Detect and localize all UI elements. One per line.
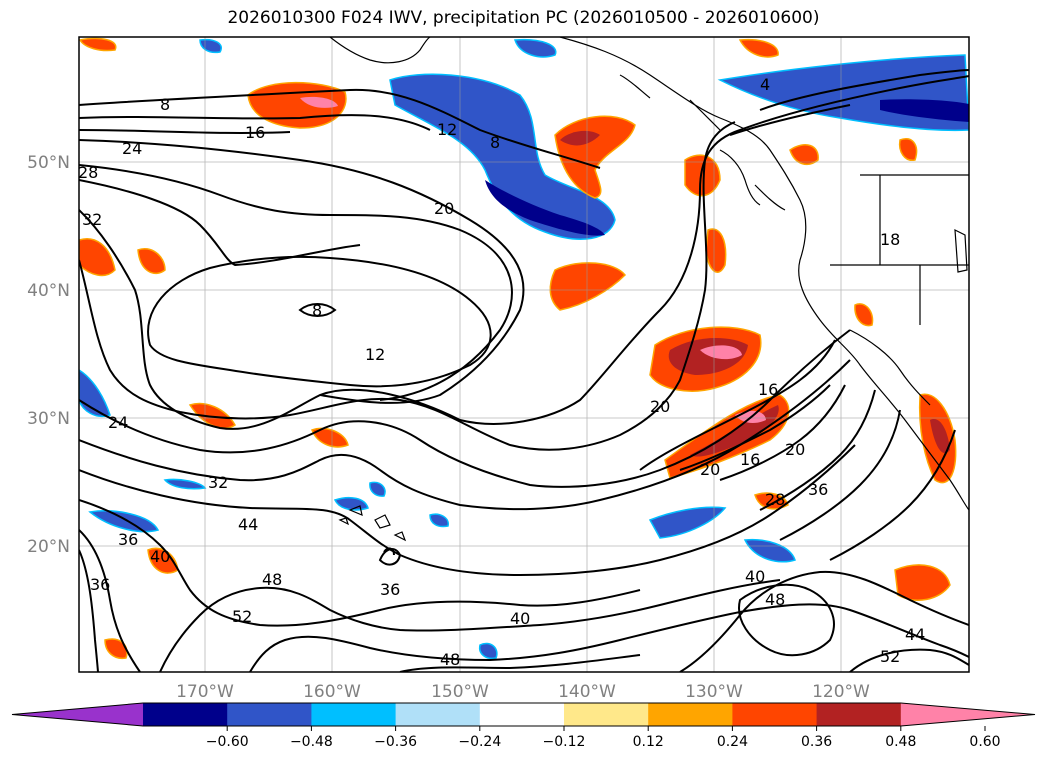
lon-label: 170°W [176, 682, 234, 702]
colorbar: −0.60 −0.48 −0.36 −0.24 −0.12 0.12 0.24 0.36 0.4… [11, 702, 1036, 750]
colorbar-segment [564, 703, 649, 726]
contour-label: 32 [82, 210, 102, 229]
colorbar-segment [227, 703, 312, 726]
contour-label: 18 [880, 230, 900, 249]
colorbar-segment [479, 703, 565, 726]
colorbar-label: −0.60 [206, 734, 249, 750]
map-gridlines [79, 37, 969, 672]
chart-title: 2026010300 F024 IWV, precipitation PC (2… [227, 8, 820, 28]
contour-label: 44 [238, 515, 258, 534]
contour-label: 24 [122, 139, 142, 158]
colorbar-label: −0.48 [290, 734, 333, 750]
longitude-labels: 170°W 160°W 150°W 140°W 130°W 120°W [176, 682, 870, 702]
contour-label: 40 [150, 547, 170, 566]
contour-label: 48 [440, 650, 460, 669]
contour-label: 44 [905, 625, 925, 644]
contour-label: 16 [740, 450, 760, 469]
colorbar-segment [816, 703, 902, 726]
colorbar-extend-max [900, 703, 1035, 726]
contour-label: 8 [490, 133, 500, 152]
contour-label: 36 [90, 575, 110, 594]
lon-label: 140°W [558, 682, 616, 702]
contour-label: 28 [78, 163, 98, 182]
colorbar-label: 0.60 [969, 734, 1000, 750]
colorbar-label: −0.12 [543, 734, 586, 750]
contour-label: 28 [765, 490, 785, 509]
colorbar-segment [732, 703, 818, 726]
contour-label: 4 [760, 75, 770, 94]
lat-label: 20°N [27, 537, 70, 557]
lon-label: 130°W [685, 682, 743, 702]
contour-label: 12 [365, 345, 385, 364]
contour-label: 16 [245, 123, 265, 142]
colorbar-extend-min [12, 703, 143, 726]
colorbar-segment [648, 703, 733, 726]
colorbar-outline [11, 702, 1036, 727]
contour-label: 32 [208, 473, 228, 492]
coastlines [329, 37, 969, 542]
contour-label: 48 [765, 590, 785, 609]
contour-label: 48 [262, 570, 282, 589]
colorbar-label: 0.12 [633, 734, 664, 750]
colorbar-label: 0.48 [885, 734, 916, 750]
contour-label: 8 [312, 301, 322, 320]
contour-label: 52 [232, 607, 252, 626]
colorbar-segment [395, 703, 481, 726]
contour-label: 40 [745, 567, 765, 586]
contour-label: 52 [880, 647, 900, 666]
colorbar-label: 0.24 [717, 734, 748, 750]
lat-label: 40°N [27, 281, 70, 301]
contour-label: 36 [118, 530, 138, 549]
lat-label: 30°N [27, 409, 70, 429]
contour-labels: 8 16 24 28 32 12 8 20 4 8 12 24 20 20 16… [78, 75, 925, 669]
colorbar-segment [311, 703, 397, 726]
contour-label: 16 [758, 380, 778, 399]
contour-label: 20 [650, 397, 670, 416]
colorbar-segment [143, 703, 228, 726]
contour-label: 20 [434, 199, 454, 218]
iwv-contours [79, 69, 969, 672]
contour-label: 40 [510, 609, 530, 628]
contour-label: 24 [108, 413, 128, 432]
contour-label: 12 [437, 120, 457, 139]
colorbar-label: 0.36 [801, 734, 832, 750]
lon-label: 120°W [812, 682, 870, 702]
colorbar-label: −0.36 [374, 734, 417, 750]
contour-label: 20 [700, 460, 720, 479]
contour-label: 36 [808, 480, 828, 499]
contour-label: 8 [160, 95, 170, 114]
map-frame [78, 36, 970, 673]
contour-label: 20 [785, 440, 805, 459]
lon-label: 160°W [303, 682, 361, 702]
map-area: 8 16 24 28 32 12 8 20 4 8 12 24 20 20 16… [78, 37, 969, 672]
contour-label: 36 [380, 580, 400, 599]
colorbar-label: −0.24 [458, 734, 501, 750]
lon-label: 150°W [431, 682, 489, 702]
latitude-labels: 50°N 40°N 30°N 20°N [27, 153, 70, 557]
lat-label: 50°N [27, 153, 70, 173]
